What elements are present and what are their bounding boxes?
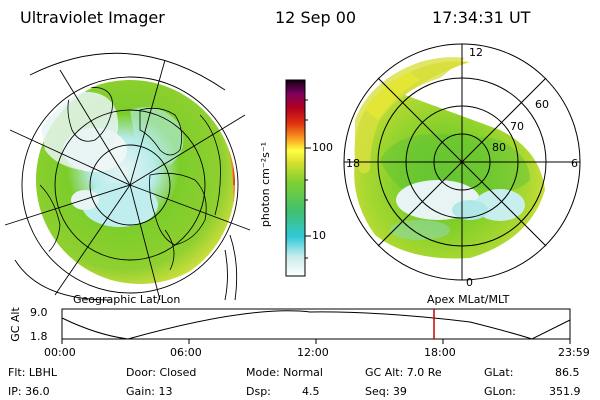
- gain-readout: Gain: 13: [126, 385, 173, 398]
- instrument-title: Ultraviolet Imager: [20, 8, 165, 27]
- mlat-label-60: 60: [535, 98, 549, 111]
- colorbar-tick-100: 100: [312, 141, 333, 154]
- timeline-xtick-1800: 18:00: [424, 346, 456, 359]
- dsp-value: 4.5: [302, 385, 320, 398]
- observation-date: 12 Sep 00: [275, 8, 357, 27]
- seq-readout: Seq: 39: [365, 385, 407, 398]
- timeline-xtick-1200: 12:00: [297, 346, 329, 359]
- magnetic-polar-plot: [343, 43, 581, 281]
- timeline-xtick-0000: 00:00: [44, 346, 76, 359]
- coastlines: [39, 86, 221, 271]
- colorbar: [285, 79, 311, 277]
- gc-alt-readout: GC Alt: 7.0 Re: [365, 366, 442, 379]
- dsp-label: Dsp:: [246, 385, 271, 398]
- altitude-curve: [61, 310, 571, 340]
- mlt-label-18: 18: [346, 157, 360, 170]
- mlat-label-70: 70: [510, 120, 524, 133]
- geographic-map: [4, 52, 251, 301]
- timeline-ytick-max: 9.0: [30, 306, 48, 319]
- mlat-label-80: 80: [492, 141, 506, 154]
- mlt-label-6: 6: [571, 157, 578, 170]
- mlt-label-0: 0: [466, 276, 473, 289]
- colorbar-tick-10: 10: [312, 229, 326, 242]
- filter-readout: Flt: LBHL: [8, 366, 57, 379]
- mode-readout: Mode: Normal: [246, 366, 323, 379]
- glat-label: GLat:: [484, 366, 514, 379]
- timeline-xtick-2359: 23:59: [558, 346, 590, 359]
- glat-value: 86.5: [555, 366, 580, 379]
- timeline-ylabel: GC Alt: [8, 307, 22, 342]
- colorbar-unit: photon cm⁻²s⁻¹: [259, 141, 273, 228]
- glon-label: GLon:: [484, 385, 516, 398]
- lat-lon-grid: [4, 52, 251, 301]
- altitude-timeline: [61, 308, 571, 344]
- ip-readout: IP: 36.0: [8, 385, 50, 398]
- mlt-label-12: 12: [469, 46, 483, 59]
- observation-time: 17:34:31 UT: [432, 8, 531, 27]
- timeline-xtick-0600: 06:00: [170, 346, 202, 359]
- glon-value: 351.9: [549, 385, 581, 398]
- door-readout: Door: Closed: [126, 366, 197, 379]
- timeline-ytick-min: 1.8: [30, 330, 48, 343]
- polar-grid: [343, 43, 581, 281]
- magnetic-caption: Apex MLat/MLT: [427, 293, 510, 306]
- geographic-caption: Geographic Lat/Lon: [73, 293, 181, 306]
